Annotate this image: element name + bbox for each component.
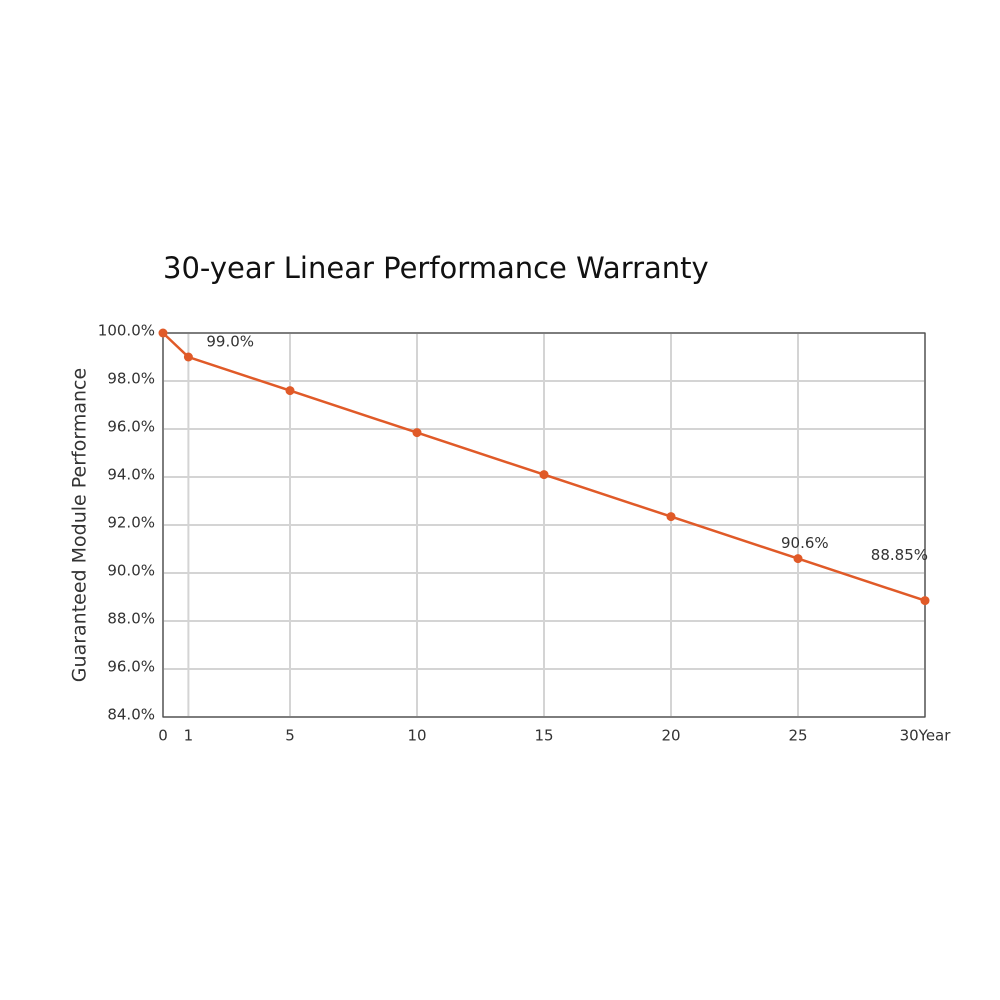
chart-title: 30-year Linear Performance Warranty bbox=[163, 251, 709, 285]
y-tick-label: 96.0% bbox=[107, 418, 155, 436]
value-label: 88.85% bbox=[871, 546, 928, 564]
point bbox=[285, 386, 295, 396]
y-tick-label: 98.0% bbox=[107, 370, 155, 388]
y-tick-label: 92.0% bbox=[107, 514, 155, 532]
y-tick-label: 84.0% bbox=[107, 706, 155, 724]
value-label: 99.0% bbox=[206, 333, 254, 351]
point bbox=[183, 352, 193, 362]
x-tick-label: 30Year bbox=[900, 727, 952, 745]
x-tick-label: 1 bbox=[184, 727, 194, 745]
y-tick-label: 94.0% bbox=[107, 466, 155, 484]
x-tick-label: 25 bbox=[788, 727, 807, 745]
x-tick-label: 0 bbox=[158, 727, 168, 745]
y-tick-label: 88.0% bbox=[107, 610, 155, 628]
value-label: 90.6% bbox=[781, 534, 829, 552]
y-tick-label: 100.0% bbox=[98, 322, 155, 340]
x-tick-label: 15 bbox=[534, 727, 553, 745]
x-tick-label: 10 bbox=[407, 727, 426, 745]
point bbox=[920, 596, 930, 606]
plot-frame bbox=[162, 332, 926, 718]
y-tick-label: 96.0% bbox=[107, 658, 155, 676]
y-axis-title: Guaranteed Module Performance bbox=[69, 368, 91, 682]
point bbox=[158, 328, 168, 338]
point bbox=[539, 470, 549, 480]
point bbox=[793, 554, 803, 564]
x-tick-label: 20 bbox=[661, 727, 680, 745]
line bbox=[162, 332, 926, 602]
y-tick-label: 90.0% bbox=[107, 562, 155, 580]
point bbox=[666, 512, 676, 522]
x-tick-label: 5 bbox=[285, 727, 295, 745]
point bbox=[412, 428, 422, 438]
